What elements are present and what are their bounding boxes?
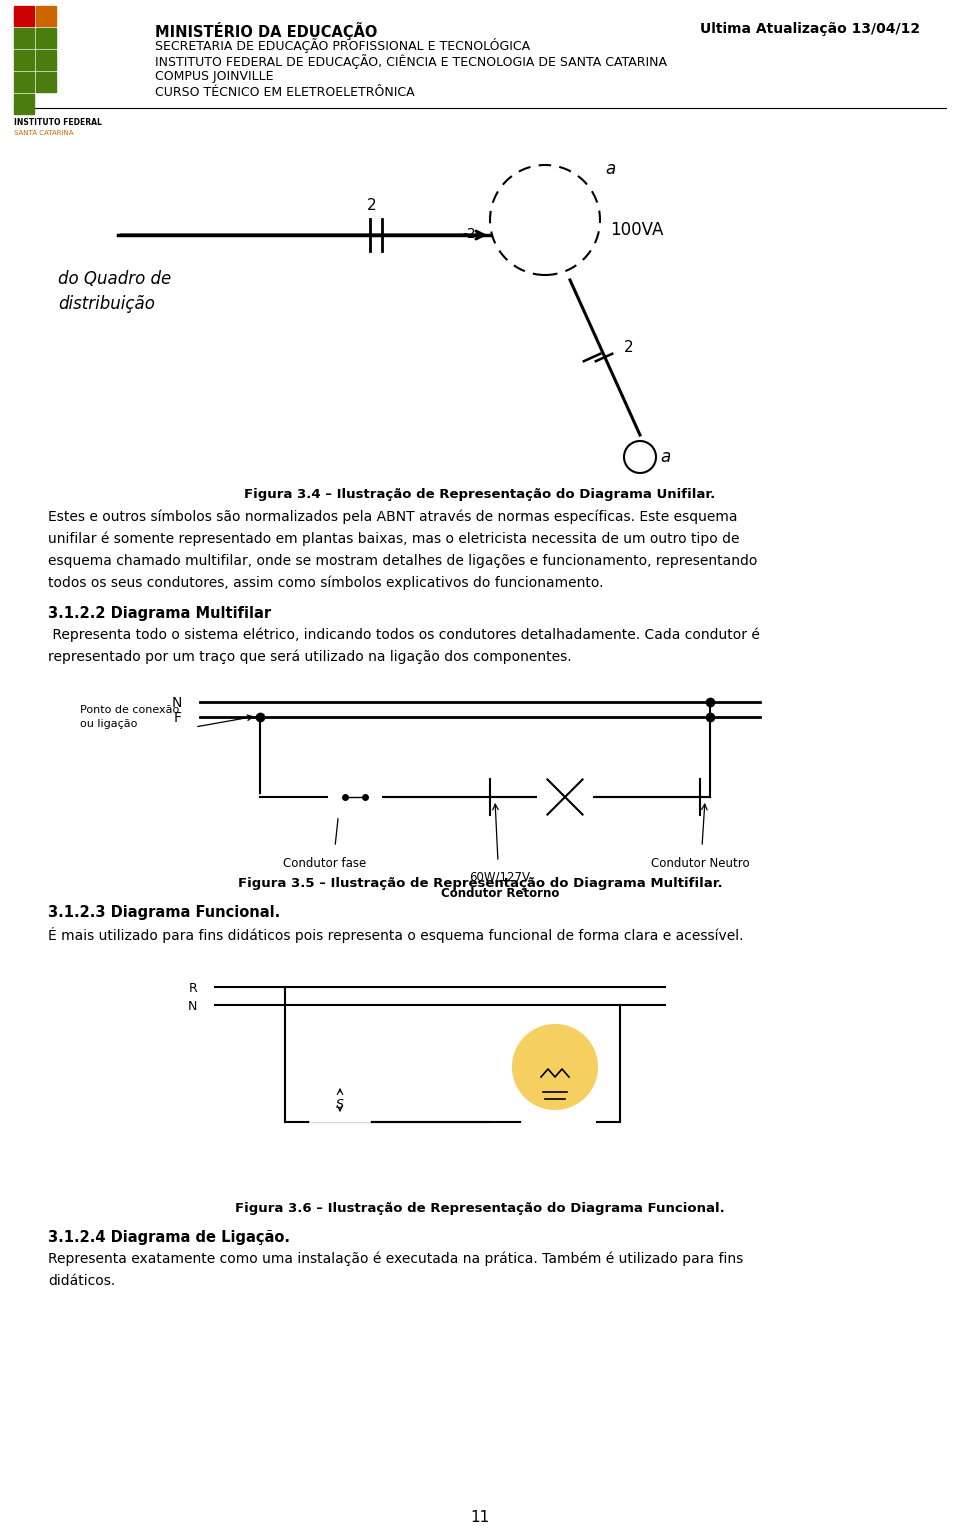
Text: a: a: [660, 447, 670, 466]
Text: COMPUS JOINVILLE: COMPUS JOINVILLE: [155, 70, 274, 83]
Bar: [36, 51, 56, 70]
Text: todos os seus condutores, assim como símbolos explicativos do funcionamento.: todos os seus condutores, assim como sím…: [48, 576, 604, 590]
Bar: [14, 93, 34, 113]
Bar: [36, 72, 56, 92]
Text: SECRETARIA DE EDUCAÇÃO PROFISSIONAL E TECNOLÓGICA: SECRETARIA DE EDUCAÇÃO PROFISSIONAL E TE…: [155, 38, 530, 54]
Text: -2-: -2-: [463, 227, 481, 241]
Text: CURSO TÉCNICO EM ELETROELETRÔNICA: CURSO TÉCNICO EM ELETROELETRÔNICA: [155, 86, 415, 100]
Text: Condutor Retorno: Condutor Retorno: [441, 887, 559, 899]
Text: ou ligação: ou ligação: [80, 719, 137, 729]
Text: Ponto de conexão: Ponto de conexão: [80, 705, 180, 715]
Bar: [36, 6, 56, 26]
Text: 60W/127V: 60W/127V: [469, 870, 531, 882]
Text: esquema chamado multifilar, onde se mostram detalhes de ligações e funcionamento: esquema chamado multifilar, onde se most…: [48, 555, 757, 568]
Text: distribuição: distribuição: [58, 296, 155, 313]
Bar: [14, 6, 34, 26]
Text: 2: 2: [624, 340, 634, 355]
Text: didáticos.: didáticos.: [48, 1275, 115, 1288]
Text: Figura 3.4 – Ilustração de Representação do Diagrama Unifilar.: Figura 3.4 – Ilustração de Representação…: [245, 489, 715, 501]
Text: INSTITUTO FEDERAL DE EDUCAÇÃO, CIÊNCIA E TECNOLOGIA DE SANTA CATARINA: INSTITUTO FEDERAL DE EDUCAÇÃO, CIÊNCIA E…: [155, 54, 667, 69]
Text: 3.1.2.3 Diagrama Funcional.: 3.1.2.3 Diagrama Funcional.: [48, 905, 280, 921]
Text: 11: 11: [470, 1511, 490, 1524]
Text: 2: 2: [367, 198, 377, 213]
Bar: [310, 1077, 370, 1121]
Text: INSTITUTO FEDERAL: INSTITUTO FEDERAL: [14, 118, 102, 127]
Bar: [215, 967, 665, 1183]
Text: N: N: [172, 696, 182, 709]
Text: SANTA CATARINA: SANTA CATARINA: [14, 130, 74, 136]
Text: 3.1.2.2 Diagrama Multifilar: 3.1.2.2 Diagrama Multifilar: [48, 607, 271, 620]
Text: N: N: [187, 999, 197, 1013]
Text: representado por um traço que será utilizado na ligação dos componentes.: representado por um traço que será utili…: [48, 650, 571, 665]
Bar: [14, 72, 34, 92]
Text: Ultima Atualização 13/04/12: Ultima Atualização 13/04/12: [700, 21, 920, 35]
Text: É mais utilizado para fins didáticos pois representa o esquema funcional de form: É mais utilizado para fins didáticos poi…: [48, 927, 743, 944]
Text: Figura 3.6 – Ilustração de Representação do Diagrama Funcional.: Figura 3.6 – Ilustração de Representação…: [235, 1203, 725, 1215]
Text: Representa todo o sistema elétrico, indicando todos os condutores detalhadamente: Representa todo o sistema elétrico, indi…: [48, 628, 760, 642]
Circle shape: [538, 771, 592, 824]
Bar: [14, 28, 34, 47]
Text: MINISTÉRIO DA EDUCAÇÃO: MINISTÉRIO DA EDUCAÇÃO: [155, 21, 377, 40]
Text: a: a: [605, 159, 615, 178]
Text: 100VA: 100VA: [610, 221, 663, 239]
Text: Estes e outros símbolos são normalizados pela ABNT através de normas específicas: Estes e outros símbolos são normalizados…: [48, 510, 737, 524]
Text: unifilar é somente representado em plantas baixas, mas o eletricista necessita d: unifilar é somente representado em plant…: [48, 532, 739, 547]
Text: Representa exatamente como uma instalação é executada na prática. Também é utili: Representa exatamente como uma instalaçã…: [48, 1252, 743, 1267]
Circle shape: [513, 1025, 597, 1109]
Text: F: F: [174, 711, 182, 725]
Text: Condutor Neutro: Condutor Neutro: [651, 856, 750, 870]
Circle shape: [329, 771, 381, 823]
Text: do Quadro de: do Quadro de: [58, 270, 171, 288]
Bar: [36, 28, 56, 47]
Text: Condutor fase: Condutor fase: [283, 856, 367, 870]
Text: R: R: [188, 982, 197, 994]
Text: Figura 3.5 – Ilustração de Representação do Diagrama Multifilar.: Figura 3.5 – Ilustração de Representação…: [238, 876, 722, 890]
Text: S: S: [336, 1098, 344, 1111]
Text: 3.1.2.4 Diagrama de Ligação.: 3.1.2.4 Diagrama de Ligação.: [48, 1230, 290, 1246]
Bar: [14, 51, 34, 70]
